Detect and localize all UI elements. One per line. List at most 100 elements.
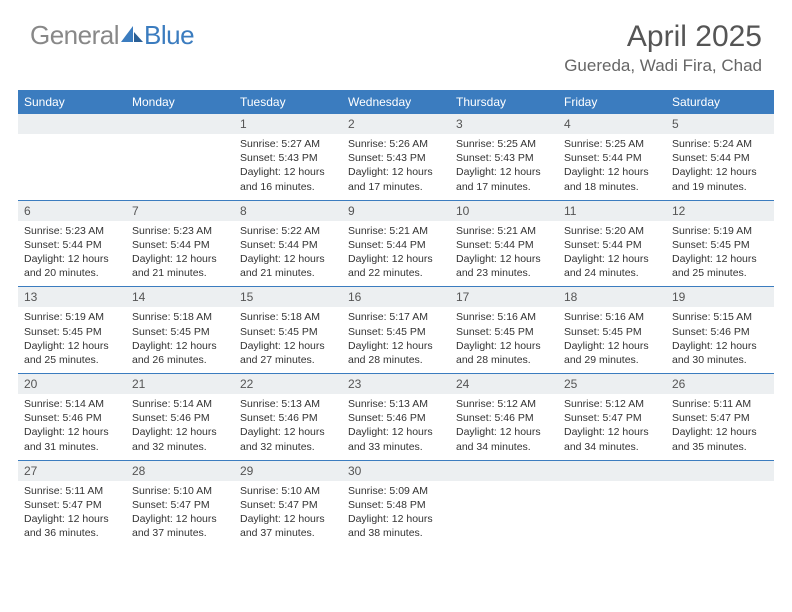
weekday-header: Monday bbox=[126, 90, 234, 114]
day-number: 27 bbox=[18, 461, 126, 481]
day-content: Sunrise: 5:13 AMSunset: 5:46 PMDaylight:… bbox=[234, 394, 342, 460]
calendar-cell bbox=[558, 460, 666, 546]
day-number: 19 bbox=[666, 287, 774, 307]
weekday-header: Friday bbox=[558, 90, 666, 114]
day-number: 28 bbox=[126, 461, 234, 481]
day-number: 4 bbox=[558, 114, 666, 134]
calendar-cell: 9Sunrise: 5:21 AMSunset: 5:44 PMDaylight… bbox=[342, 200, 450, 287]
day-content: Sunrise: 5:15 AMSunset: 5:46 PMDaylight:… bbox=[666, 307, 774, 373]
day-content: Sunrise: 5:24 AMSunset: 5:44 PMDaylight:… bbox=[666, 134, 774, 200]
weekday-header: Sunday bbox=[18, 90, 126, 114]
day-number: 30 bbox=[342, 461, 450, 481]
calendar-cell: 15Sunrise: 5:18 AMSunset: 5:45 PMDayligh… bbox=[234, 287, 342, 374]
calendar-week-row: 13Sunrise: 5:19 AMSunset: 5:45 PMDayligh… bbox=[18, 287, 774, 374]
day-number: 18 bbox=[558, 287, 666, 307]
day-number-empty bbox=[126, 114, 234, 134]
day-number: 29 bbox=[234, 461, 342, 481]
calendar-cell: 28Sunrise: 5:10 AMSunset: 5:47 PMDayligh… bbox=[126, 460, 234, 546]
day-content: Sunrise: 5:22 AMSunset: 5:44 PMDaylight:… bbox=[234, 221, 342, 287]
day-number: 16 bbox=[342, 287, 450, 307]
calendar-cell: 8Sunrise: 5:22 AMSunset: 5:44 PMDaylight… bbox=[234, 200, 342, 287]
day-content: Sunrise: 5:17 AMSunset: 5:45 PMDaylight:… bbox=[342, 307, 450, 373]
page-header: General Blue April 2025 Guereda, Wadi Fi… bbox=[0, 0, 792, 84]
calendar-cell: 20Sunrise: 5:14 AMSunset: 5:46 PMDayligh… bbox=[18, 374, 126, 461]
day-content: Sunrise: 5:18 AMSunset: 5:45 PMDaylight:… bbox=[234, 307, 342, 373]
calendar-cell: 19Sunrise: 5:15 AMSunset: 5:46 PMDayligh… bbox=[666, 287, 774, 374]
calendar-cell: 12Sunrise: 5:19 AMSunset: 5:45 PMDayligh… bbox=[666, 200, 774, 287]
calendar-cell: 18Sunrise: 5:16 AMSunset: 5:45 PMDayligh… bbox=[558, 287, 666, 374]
calendar-cell: 1Sunrise: 5:27 AMSunset: 5:43 PMDaylight… bbox=[234, 114, 342, 200]
day-number: 6 bbox=[18, 201, 126, 221]
day-number: 13 bbox=[18, 287, 126, 307]
day-number: 3 bbox=[450, 114, 558, 134]
calendar-cell: 13Sunrise: 5:19 AMSunset: 5:45 PMDayligh… bbox=[18, 287, 126, 374]
day-content: Sunrise: 5:26 AMSunset: 5:43 PMDaylight:… bbox=[342, 134, 450, 200]
weekday-header: Tuesday bbox=[234, 90, 342, 114]
day-number-empty bbox=[558, 461, 666, 481]
calendar-cell: 22Sunrise: 5:13 AMSunset: 5:46 PMDayligh… bbox=[234, 374, 342, 461]
day-number: 20 bbox=[18, 374, 126, 394]
calendar-cell: 21Sunrise: 5:14 AMSunset: 5:46 PMDayligh… bbox=[126, 374, 234, 461]
day-number-empty bbox=[666, 461, 774, 481]
calendar-week-row: 6Sunrise: 5:23 AMSunset: 5:44 PMDaylight… bbox=[18, 200, 774, 287]
day-content: Sunrise: 5:13 AMSunset: 5:46 PMDaylight:… bbox=[342, 394, 450, 460]
calendar-week-row: 27Sunrise: 5:11 AMSunset: 5:47 PMDayligh… bbox=[18, 460, 774, 546]
day-number: 26 bbox=[666, 374, 774, 394]
logo-text-general: General bbox=[30, 20, 119, 51]
day-content: Sunrise: 5:23 AMSunset: 5:44 PMDaylight:… bbox=[126, 221, 234, 287]
day-content: Sunrise: 5:23 AMSunset: 5:44 PMDaylight:… bbox=[18, 221, 126, 287]
day-content: Sunrise: 5:10 AMSunset: 5:47 PMDaylight:… bbox=[234, 481, 342, 547]
calendar-cell: 2Sunrise: 5:26 AMSunset: 5:43 PMDaylight… bbox=[342, 114, 450, 200]
day-content: Sunrise: 5:11 AMSunset: 5:47 PMDaylight:… bbox=[666, 394, 774, 460]
logo: General Blue bbox=[30, 20, 194, 51]
calendar-cell: 14Sunrise: 5:18 AMSunset: 5:45 PMDayligh… bbox=[126, 287, 234, 374]
calendar-body: 1Sunrise: 5:27 AMSunset: 5:43 PMDaylight… bbox=[18, 114, 774, 546]
day-content: Sunrise: 5:21 AMSunset: 5:44 PMDaylight:… bbox=[342, 221, 450, 287]
day-content: Sunrise: 5:14 AMSunset: 5:46 PMDaylight:… bbox=[18, 394, 126, 460]
day-number: 1 bbox=[234, 114, 342, 134]
location-text: Guereda, Wadi Fira, Chad bbox=[564, 56, 762, 76]
calendar-cell: 10Sunrise: 5:21 AMSunset: 5:44 PMDayligh… bbox=[450, 200, 558, 287]
day-content: Sunrise: 5:10 AMSunset: 5:47 PMDaylight:… bbox=[126, 481, 234, 547]
day-number: 8 bbox=[234, 201, 342, 221]
day-content: Sunrise: 5:25 AMSunset: 5:44 PMDaylight:… bbox=[558, 134, 666, 200]
month-title: April 2025 bbox=[564, 20, 762, 54]
calendar-cell: 26Sunrise: 5:11 AMSunset: 5:47 PMDayligh… bbox=[666, 374, 774, 461]
day-content: Sunrise: 5:21 AMSunset: 5:44 PMDaylight:… bbox=[450, 221, 558, 287]
calendar-cell: 3Sunrise: 5:25 AMSunset: 5:43 PMDaylight… bbox=[450, 114, 558, 200]
weekday-header: Thursday bbox=[450, 90, 558, 114]
day-content: Sunrise: 5:19 AMSunset: 5:45 PMDaylight:… bbox=[18, 307, 126, 373]
day-number: 22 bbox=[234, 374, 342, 394]
day-number: 24 bbox=[450, 374, 558, 394]
logo-text-blue: Blue bbox=[144, 20, 194, 51]
calendar-cell: 24Sunrise: 5:12 AMSunset: 5:46 PMDayligh… bbox=[450, 374, 558, 461]
day-number-empty bbox=[450, 461, 558, 481]
title-block: April 2025 Guereda, Wadi Fira, Chad bbox=[564, 20, 762, 76]
calendar-cell: 29Sunrise: 5:10 AMSunset: 5:47 PMDayligh… bbox=[234, 460, 342, 546]
day-content: Sunrise: 5:12 AMSunset: 5:46 PMDaylight:… bbox=[450, 394, 558, 460]
day-content: Sunrise: 5:20 AMSunset: 5:44 PMDaylight:… bbox=[558, 221, 666, 287]
calendar-cell bbox=[666, 460, 774, 546]
weekday-header-row: SundayMondayTuesdayWednesdayThursdayFrid… bbox=[18, 90, 774, 114]
day-number: 12 bbox=[666, 201, 774, 221]
calendar-cell bbox=[450, 460, 558, 546]
calendar-cell: 7Sunrise: 5:23 AMSunset: 5:44 PMDaylight… bbox=[126, 200, 234, 287]
day-number: 10 bbox=[450, 201, 558, 221]
calendar-cell: 25Sunrise: 5:12 AMSunset: 5:47 PMDayligh… bbox=[558, 374, 666, 461]
day-number: 7 bbox=[126, 201, 234, 221]
day-content: Sunrise: 5:09 AMSunset: 5:48 PMDaylight:… bbox=[342, 481, 450, 547]
weekday-header: Wednesday bbox=[342, 90, 450, 114]
day-content: Sunrise: 5:16 AMSunset: 5:45 PMDaylight:… bbox=[558, 307, 666, 373]
calendar-cell: 5Sunrise: 5:24 AMSunset: 5:44 PMDaylight… bbox=[666, 114, 774, 200]
day-number: 2 bbox=[342, 114, 450, 134]
calendar-cell: 6Sunrise: 5:23 AMSunset: 5:44 PMDaylight… bbox=[18, 200, 126, 287]
calendar-cell: 17Sunrise: 5:16 AMSunset: 5:45 PMDayligh… bbox=[450, 287, 558, 374]
calendar-cell bbox=[126, 114, 234, 200]
calendar-cell: 16Sunrise: 5:17 AMSunset: 5:45 PMDayligh… bbox=[342, 287, 450, 374]
calendar-cell: 27Sunrise: 5:11 AMSunset: 5:47 PMDayligh… bbox=[18, 460, 126, 546]
day-number: 5 bbox=[666, 114, 774, 134]
day-content: Sunrise: 5:25 AMSunset: 5:43 PMDaylight:… bbox=[450, 134, 558, 200]
day-content: Sunrise: 5:12 AMSunset: 5:47 PMDaylight:… bbox=[558, 394, 666, 460]
day-number: 15 bbox=[234, 287, 342, 307]
calendar-week-row: 20Sunrise: 5:14 AMSunset: 5:46 PMDayligh… bbox=[18, 374, 774, 461]
